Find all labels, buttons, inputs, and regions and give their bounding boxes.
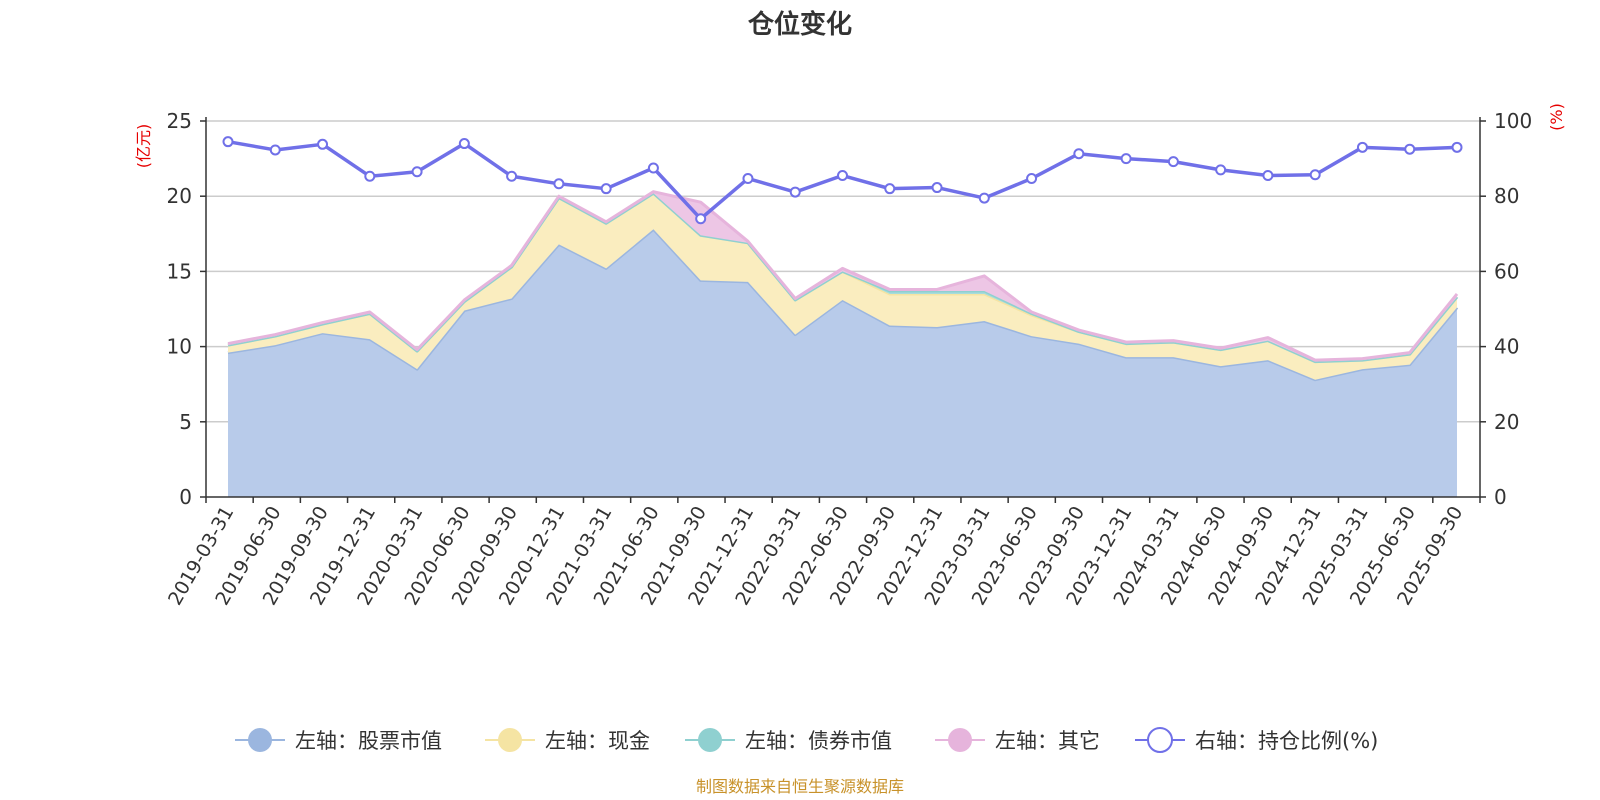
legend-label: 左轴：现金 [545,729,650,753]
legend-label: 左轴：债券市值 [745,729,892,753]
position-ratio-point[interactable] [884,183,896,195]
legend-item-2[interactable]: 左轴：债券市值 [685,728,892,753]
position-ratio-point[interactable] [837,170,848,182]
position-ratio-point[interactable] [1451,141,1463,153]
legend-item-1[interactable]: 左轴：现金 [485,728,650,753]
data-source-note: 制图数据来自恒生聚源数据库 [696,777,904,796]
left-axis-tick-label: 15 [167,259,192,283]
area-series-0 [228,229,1457,497]
position-ratio-point[interactable] [1262,170,1274,182]
area-series-1 [228,193,1457,380]
legend-item-3[interactable]: 左轴：其它 [935,728,1100,753]
position-ratio-point[interactable] [1026,173,1038,185]
position-ratio-point[interactable] [1120,153,1132,165]
legend-marker [948,728,972,752]
legend-marker [248,728,272,752]
right-axis-tick-label: 60 [1494,259,1519,283]
position-ratio-point[interactable] [1167,156,1179,168]
position-ratio-point[interactable] [553,178,565,190]
position-ratio-point[interactable] [458,138,470,150]
left-axis-tick-label: 0 [179,485,192,509]
legend-item-0[interactable]: 左轴：股票市值 [235,728,442,753]
position-ratio-point[interactable] [1215,164,1227,176]
legend-marker [498,728,522,752]
left-axis-unit: (亿元) [134,124,153,169]
position-ratio-point[interactable] [1309,169,1321,181]
position-ratio-point[interactable] [742,173,754,185]
position-ratio-point[interactable] [411,166,423,178]
right-axis-tick-label: 40 [1494,335,1519,359]
right-axis-unit: (%) [1547,103,1566,131]
position-ratio-point[interactable] [364,170,376,182]
position-ratio-point[interactable] [931,182,943,194]
position-ratio-point[interactable] [978,192,990,204]
left-axis-tick-label: 5 [179,410,192,434]
right-axis-tick-label: 80 [1494,184,1519,208]
legend[interactable]: 左轴：股票市值 左轴：现金 左轴：债券市值 左轴：其它 右轴：持仓比例(%) [235,727,1378,753]
position-ratio-point[interactable] [1404,143,1416,155]
position-ratio-point[interactable] [1356,141,1368,153]
legend-label: 左轴：其它 [995,729,1100,753]
position-ratio-point[interactable] [600,183,612,195]
left-axis-tick-label: 10 [167,335,192,359]
right-axis-tick-label: 20 [1494,410,1519,434]
legend-marker [698,728,722,752]
left-axis-tick-label: 20 [167,184,192,208]
chart-title: 仓位变化 [747,9,852,40]
right-axis-tick-label: 100 [1494,109,1532,133]
position-ratio-point[interactable] [269,144,281,156]
left-axis-tick-label: 25 [167,109,192,133]
stacked-areas [227,190,1459,497]
position-ratio-point[interactable] [1073,148,1085,160]
legend-marker [1147,727,1173,753]
position-ratio-line [222,136,1463,225]
legend-item-4[interactable]: 右轴：持仓比例(%) [1135,727,1378,753]
position-ratio-point[interactable] [222,136,234,148]
area-series-edge-3 [227,190,1459,362]
legend-label: 左轴：股票市值 [295,729,442,753]
position-ratio-point[interactable] [506,170,518,182]
position-ratio-point[interactable] [647,162,659,174]
right-axis-tick-label: 0 [1494,485,1507,509]
position-ratio-point[interactable] [317,138,329,150]
position-ratio-point[interactable] [789,186,801,198]
legend-label: 右轴：持仓比例(%) [1195,729,1378,753]
position-ratio-point[interactable] [695,213,707,225]
